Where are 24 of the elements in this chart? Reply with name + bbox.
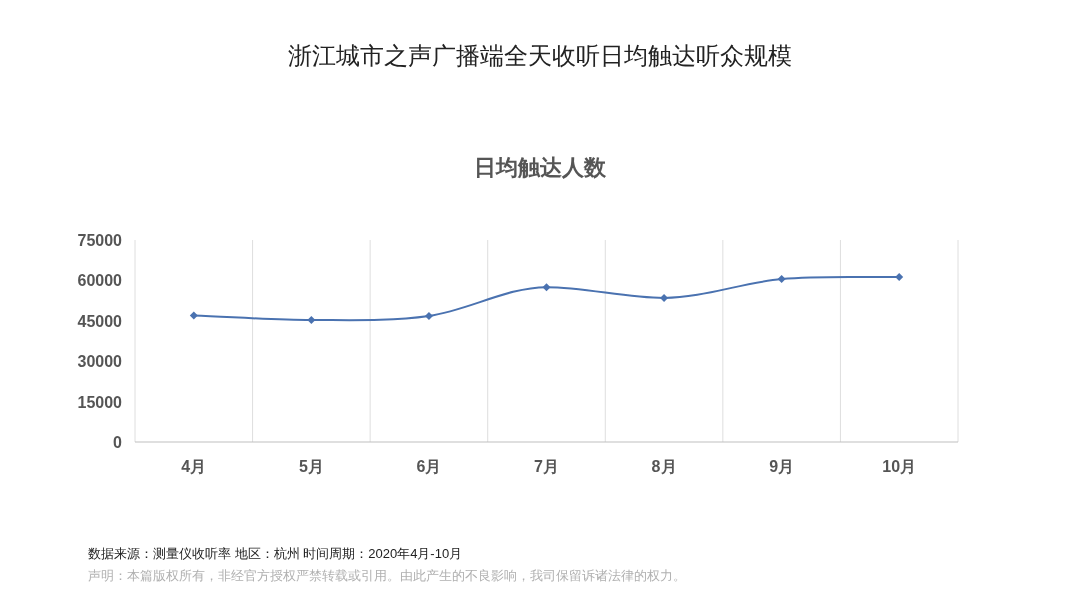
x-tick-label: 5月 [298, 458, 324, 475]
text: 声明：本篇版权所有，非经官方授权严禁转载或引用。由此产生的不良影响，我司保留诉诸法律的权力。 [88, 568, 686, 583]
chart-title: 浙江城市之声广播端全天收听日均触达听众规模 [288, 42, 792, 69]
x-tick-label: 9月 [769, 458, 795, 475]
y-tick-label: 0 [113, 434, 123, 451]
y-tick-label: 75000 [77, 232, 123, 249]
point [424, 311, 433, 320]
point [895, 272, 904, 281]
y-tick-label: 60000 [77, 272, 123, 290]
y-tick-label: 15000 [77, 393, 123, 411]
point [777, 275, 786, 284]
chart-subtitle: 日均触达人数 [474, 155, 607, 180]
x-tick-label: 6月 [416, 458, 442, 475]
point [307, 315, 316, 324]
point [189, 311, 198, 320]
point [660, 293, 669, 302]
y-tick-label: 45000 [77, 312, 123, 330]
x-tick-label: 8月 [651, 458, 677, 475]
x-tick-label: 10月 [882, 458, 917, 475]
source-note: 数据来源：测量仪收听率 地区：杭州 时间周期：2020年4月-10月 [88, 546, 463, 561]
point [542, 283, 551, 292]
x-tick-label: 4月 [181, 458, 207, 475]
y-tick-label: 30000 [77, 353, 123, 371]
x-tick-label: 7月 [534, 458, 559, 475]
